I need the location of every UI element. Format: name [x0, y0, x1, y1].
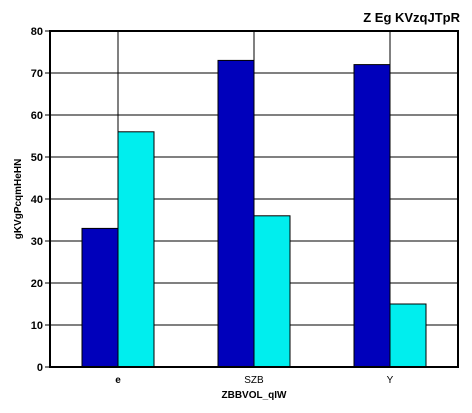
y-tick-label: 60	[31, 110, 43, 122]
y-tick-label: 80	[31, 26, 43, 38]
y-axis-ticks: 0 10 20 30 40 50 60 70 80	[31, 26, 50, 374]
y-axis-label: gKVgPcqmHeHN	[13, 159, 24, 240]
x-tick-label: e	[115, 375, 121, 386]
y-tick-label: 10	[31, 320, 43, 332]
y-tick-label: 40	[31, 194, 43, 206]
bar-series-1-e	[81, 227, 119, 368]
bar-series-1-SZB	[217, 59, 255, 368]
bar-series-1-Y	[353, 64, 391, 368]
y-tick-label: 20	[31, 278, 43, 290]
y-tick-label: 0	[37, 362, 43, 374]
x-tick-label: SZB	[244, 375, 264, 386]
bar-series-2-SZB	[253, 215, 291, 368]
y-tick-label: 50	[31, 152, 43, 164]
x-axis-ticks: e SZB Y	[115, 375, 393, 386]
y-tick-label: 70	[31, 68, 43, 80]
bar-series-2-e	[117, 131, 155, 368]
bar-series-2-Y	[389, 303, 427, 368]
y-tick-label: 30	[31, 236, 43, 248]
plot-frame	[49, 30, 459, 368]
x-tick-label: Y	[387, 375, 394, 386]
x-axis-label: ZBBVOL_qIW	[222, 390, 288, 401]
bars	[81, 59, 427, 368]
chart-title: Z Eg KVzqJTpR	[363, 10, 460, 25]
